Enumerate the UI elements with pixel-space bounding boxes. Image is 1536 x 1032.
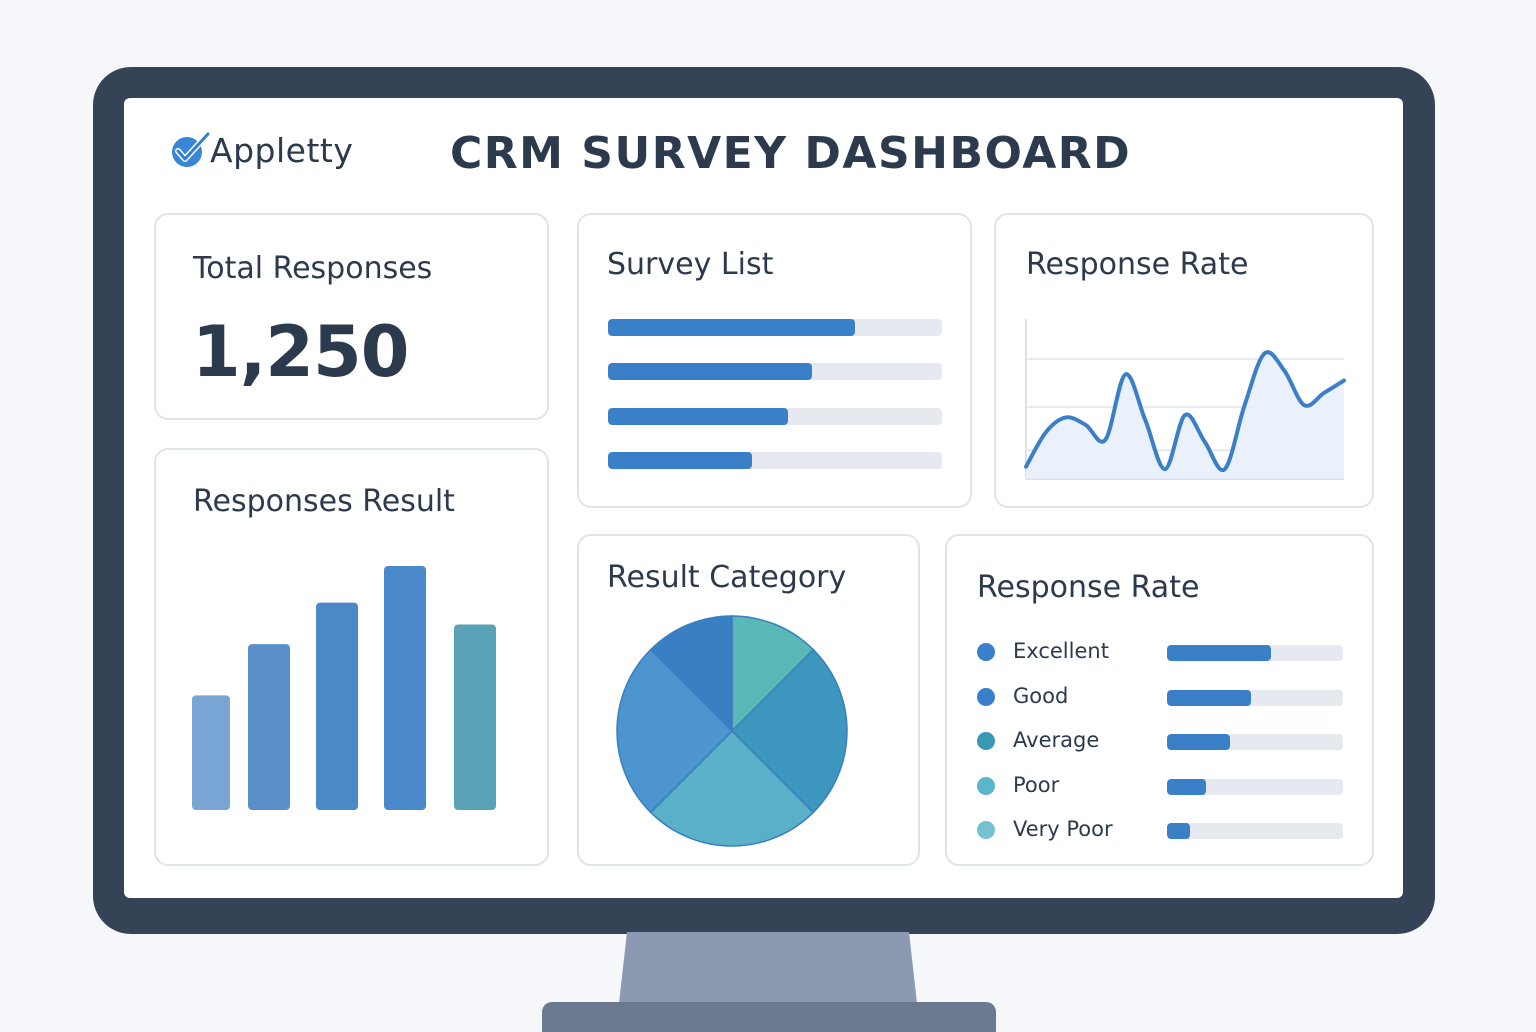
legend-dot [977,732,995,750]
response-rate-line-chart [1024,319,1346,480]
legend-bar-track [1167,823,1343,839]
result-category-pie-chart [616,615,848,847]
result-category-card[interactable]: Result Category [577,534,920,866]
monitor-stand-base [542,1002,996,1032]
legend-dot [977,643,995,661]
survey-progress-fill [608,452,752,469]
legend-bar-fill [1167,645,1271,661]
legend-row: Good [977,682,1343,712]
survey-progress-fill [608,408,789,425]
check-badge-icon [172,131,211,167]
response-rate-chart-card[interactable]: Response Rate [994,213,1374,508]
survey-progress-fill [608,319,856,336]
legend-bar-track [1167,778,1343,795]
line-chart-series-line [1024,350,1346,473]
response-rate-chart-title: Response Rate [1026,247,1249,282]
bar [248,644,290,810]
app-logo[interactable]: Appletty [168,128,353,172]
legend-label: Good [1013,683,1069,708]
total-responses-card[interactable]: Total Responses 1,250 [154,213,549,420]
bar [316,602,358,810]
survey-progress-fill [608,363,812,380]
legend-bar-track [1167,689,1343,706]
legend-row: Excellent [977,637,1343,667]
pie-slice [649,729,815,847]
legend-label: Very Poor [1013,817,1113,841]
survey-progress-track [608,452,942,469]
legend-label: Average [1013,728,1100,752]
legend-row: Average [977,726,1343,756]
legend-row: Poor [977,771,1343,801]
total-responses-title: Total Responses [193,251,433,286]
survey-progress-track [608,319,942,336]
bar [192,695,230,810]
dashboard-screen: Appletty CRM SURVEY DASHBOARD Total Resp… [124,98,1403,898]
legend-bar-fill [1167,823,1190,839]
app-name: Appletty [210,130,354,170]
bar [454,624,496,810]
pie-slice [731,615,815,733]
legend-label: Poor [1013,772,1060,797]
survey-list-card[interactable]: Survey List [577,213,972,508]
survey-list-title: Survey List [607,247,774,282]
legend-label: Excellent [1013,639,1109,663]
bar [384,566,426,810]
monitor-bezel: Appletty CRM SURVEY DASHBOARD Total Resp… [93,67,1435,934]
responses-result-bar-chart [192,566,496,810]
response-rate-breakdown-title: Response Rate [977,570,1200,605]
legend-bar-fill [1167,778,1206,795]
legend-dot [977,687,995,706]
response-rate-breakdown-card[interactable]: Response Rate Excellent Good Average Poor Ve… [945,534,1374,866]
legend-bar-track [1167,645,1343,661]
legend-row: Very Poor [977,815,1343,845]
total-responses-value: 1,250 [192,311,409,393]
legend-dot [977,821,995,839]
legend-dot [977,776,995,795]
legend-bar-fill [1167,734,1231,750]
pie-slice [730,648,848,814]
pie-slice [616,648,734,814]
survey-progress-track [608,408,942,425]
result-category-title: Result Category [607,560,847,595]
responses-result-card[interactable]: Responses Result [154,448,549,866]
pie-slice [649,615,733,733]
page-title: CRM SURVEY DASHBOARD [450,128,1132,179]
legend-bar-track [1167,734,1343,750]
legend-bar-fill [1167,689,1252,706]
monitor-stand-neck [618,932,918,1012]
responses-result-title: Responses Result [193,484,455,519]
survey-progress-track [608,363,942,380]
